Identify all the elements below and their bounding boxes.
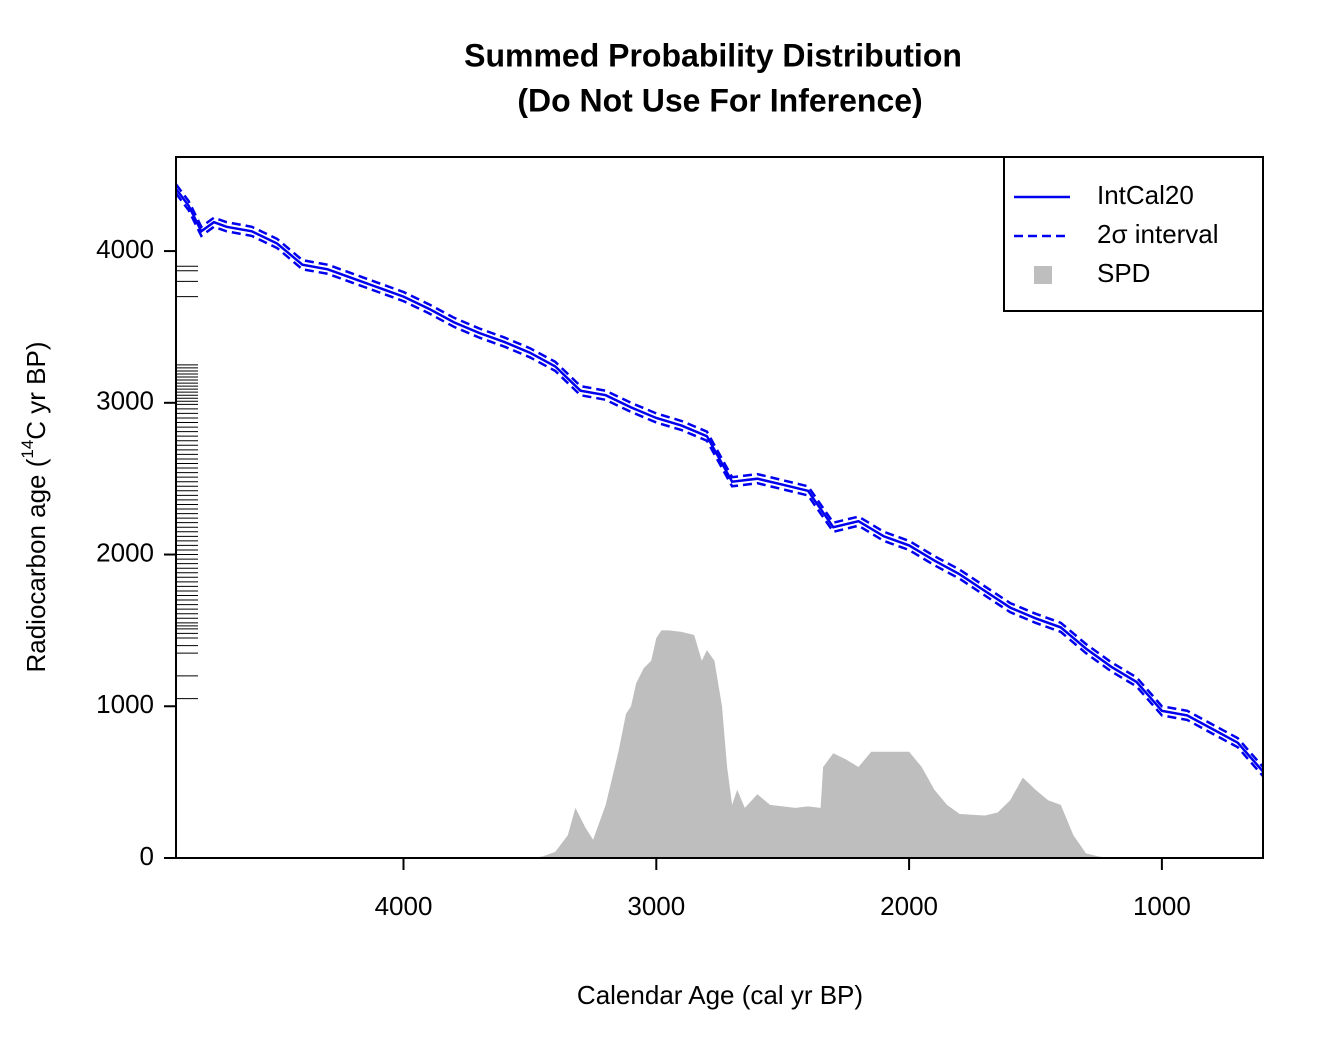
- chart-title: Summed Probability Distribution: [464, 37, 962, 73]
- legend-label: IntCal20: [1097, 180, 1194, 210]
- x-tick-label: 2000: [880, 891, 938, 921]
- y-tick-label: 0: [140, 841, 154, 871]
- spd-area: [176, 630, 1263, 858]
- y-tick-label: 2000: [96, 537, 154, 567]
- y-axis-label: Radiocarbon age (14C yr BP): [18, 341, 50, 672]
- x-axis-label: Calendar Age (cal yr BP): [577, 980, 863, 1010]
- legend-label: SPD: [1097, 258, 1150, 288]
- plot-frame: [175, 156, 1264, 859]
- x-tick-label: 4000: [375, 891, 433, 921]
- y-tick-label: 1000: [96, 689, 154, 719]
- y-tick-label: 4000: [96, 234, 154, 264]
- y-axis-label-superscript: 14: [18, 440, 37, 459]
- curve-line: [175, 192, 1264, 777]
- legend-swatch: [1034, 266, 1052, 284]
- x-tick-label: 1000: [1133, 891, 1191, 921]
- y-tick-label: 3000: [96, 386, 154, 416]
- x-tick-label: 3000: [627, 891, 685, 921]
- curve-line: [175, 188, 1264, 773]
- plot-area: [175, 183, 1264, 858]
- legend-box: [1003, 156, 1264, 312]
- y-axis-label-part: Radiocarbon age (: [21, 458, 51, 672]
- legend-label: 2σ interval: [1097, 219, 1219, 249]
- y-axis-label-part: C yr BP): [21, 341, 51, 439]
- legend: IntCal20 2σ interval SPD: [1003, 156, 1264, 312]
- curve-line: [175, 183, 1264, 768]
- chart-subtitle: (Do Not Use For Inference): [517, 82, 922, 118]
